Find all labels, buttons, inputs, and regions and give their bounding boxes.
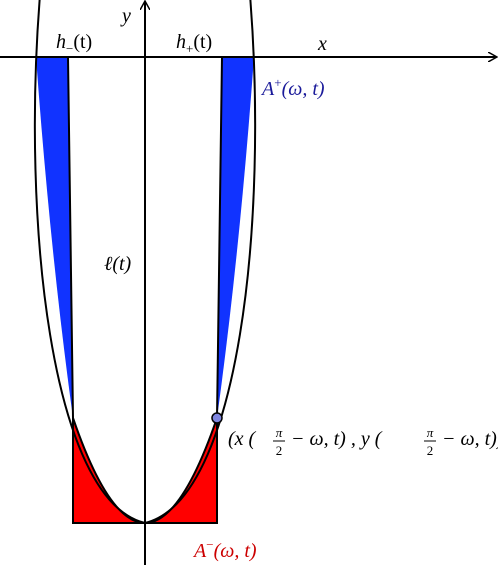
point-label: (x ( π 2 − ω, t) , y ( π 2 − ω, t)) [228, 425, 498, 458]
y-label: y [120, 5, 131, 27]
a-plus-label: A+(ω, t) [260, 75, 325, 100]
a-minus-label: A−(ω, t) [192, 537, 257, 562]
point-label-mid: − ω, t) , y ( [291, 428, 383, 450]
ell-label: ℓ(t) [104, 253, 132, 275]
h-minus-label: h−(t) [56, 31, 92, 56]
h-plus-label: h+(t) [176, 31, 212, 56]
frac-den: 2 [276, 443, 283, 458]
frac-num: π [276, 425, 283, 440]
blue-region-right [217, 57, 254, 418]
x-label: x [317, 33, 327, 55]
red-region-right [145, 418, 217, 523]
frac-den: 2 [427, 443, 434, 458]
red-region-left [73, 418, 145, 523]
point [211, 412, 223, 424]
frac-num: π [427, 425, 434, 440]
blue-region-left [36, 57, 73, 418]
point-label-open: (x ( [228, 428, 257, 450]
point-label-close: − ω, t)) [442, 428, 498, 450]
